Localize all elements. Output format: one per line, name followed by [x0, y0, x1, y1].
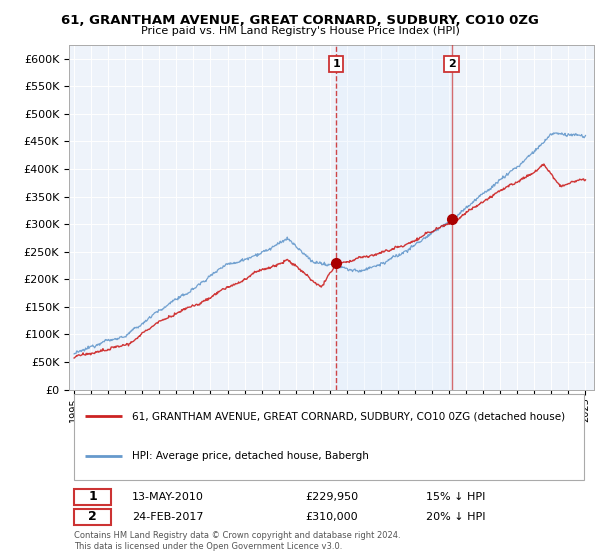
FancyBboxPatch shape — [74, 394, 583, 480]
Text: 24-FEB-2017: 24-FEB-2017 — [132, 512, 203, 522]
Text: £310,000: £310,000 — [305, 512, 358, 522]
Text: Price paid vs. HM Land Registry's House Price Index (HPI): Price paid vs. HM Land Registry's House … — [140, 26, 460, 36]
FancyBboxPatch shape — [74, 489, 111, 505]
Text: 2: 2 — [448, 59, 455, 69]
FancyBboxPatch shape — [74, 510, 111, 525]
Text: HPI: Average price, detached house, Babergh: HPI: Average price, detached house, Babe… — [132, 451, 369, 461]
Text: 61, GRANTHAM AVENUE, GREAT CORNARD, SUDBURY, CO10 0ZG (detached house): 61, GRANTHAM AVENUE, GREAT CORNARD, SUDB… — [132, 412, 565, 421]
Bar — [336, 45, 452, 390]
Text: Contains HM Land Registry data © Crown copyright and database right 2024.
This d: Contains HM Land Registry data © Crown c… — [74, 531, 401, 551]
Text: 1: 1 — [332, 59, 340, 69]
Text: 61, GRANTHAM AVENUE, GREAT CORNARD, SUDBURY, CO10 0ZG: 61, GRANTHAM AVENUE, GREAT CORNARD, SUDB… — [61, 14, 539, 27]
Text: 20% ↓ HPI: 20% ↓ HPI — [426, 512, 485, 522]
Text: 13-MAY-2010: 13-MAY-2010 — [132, 492, 204, 502]
Text: 2: 2 — [88, 511, 97, 524]
Text: £229,950: £229,950 — [305, 492, 358, 502]
Text: 15% ↓ HPI: 15% ↓ HPI — [426, 492, 485, 502]
Text: 1: 1 — [88, 490, 97, 503]
